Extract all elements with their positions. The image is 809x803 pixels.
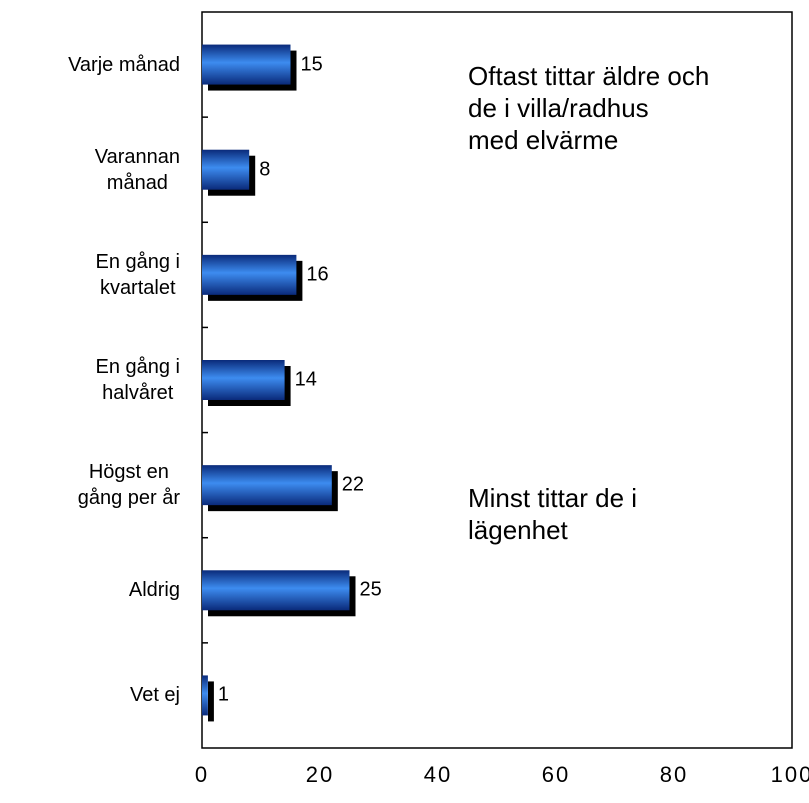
- y-tick-label: En gång i kvartalet: [95, 250, 180, 299]
- annotation: Oftast tittar äldre och de i villa/radhu…: [468, 61, 710, 155]
- value-label: 14: [294, 368, 317, 391]
- bar: [202, 254, 297, 295]
- bar: [202, 360, 285, 400]
- y-tick-label: Vet ej: [129, 684, 180, 707]
- y-tick-label: En gång i halvåret: [95, 356, 180, 404]
- bar: [202, 570, 350, 611]
- x-tick-label: 0: [194, 762, 210, 787]
- value-label: 8: [259, 158, 271, 181]
- y-tick-label: Högst en gång per år: [77, 461, 180, 510]
- bar-shadow: [208, 681, 214, 722]
- value-label: 1: [217, 683, 230, 706]
- value-label: 22: [341, 473, 365, 496]
- bar: [202, 675, 208, 716]
- value-label: 16: [306, 263, 329, 286]
- x-tick-label: 100: [770, 762, 809, 787]
- y-tick-label: Aldrig: [128, 579, 180, 602]
- value-label: 25: [359, 578, 382, 601]
- annotation: Minst tittar de i lägenhet: [468, 483, 638, 545]
- y-tick-label: Varannan månad: [94, 145, 180, 194]
- value-label: 15: [300, 53, 323, 76]
- x-tick-label: 20: [305, 762, 335, 787]
- y-tick-label: Varje månad: [68, 53, 180, 76]
- x-tick-label: 60: [541, 762, 571, 787]
- x-tick-label: 80: [659, 762, 689, 787]
- x-tick-label: 40: [423, 762, 453, 787]
- bar: [202, 44, 291, 85]
- bar: [202, 465, 332, 506]
- bar: [202, 149, 250, 190]
